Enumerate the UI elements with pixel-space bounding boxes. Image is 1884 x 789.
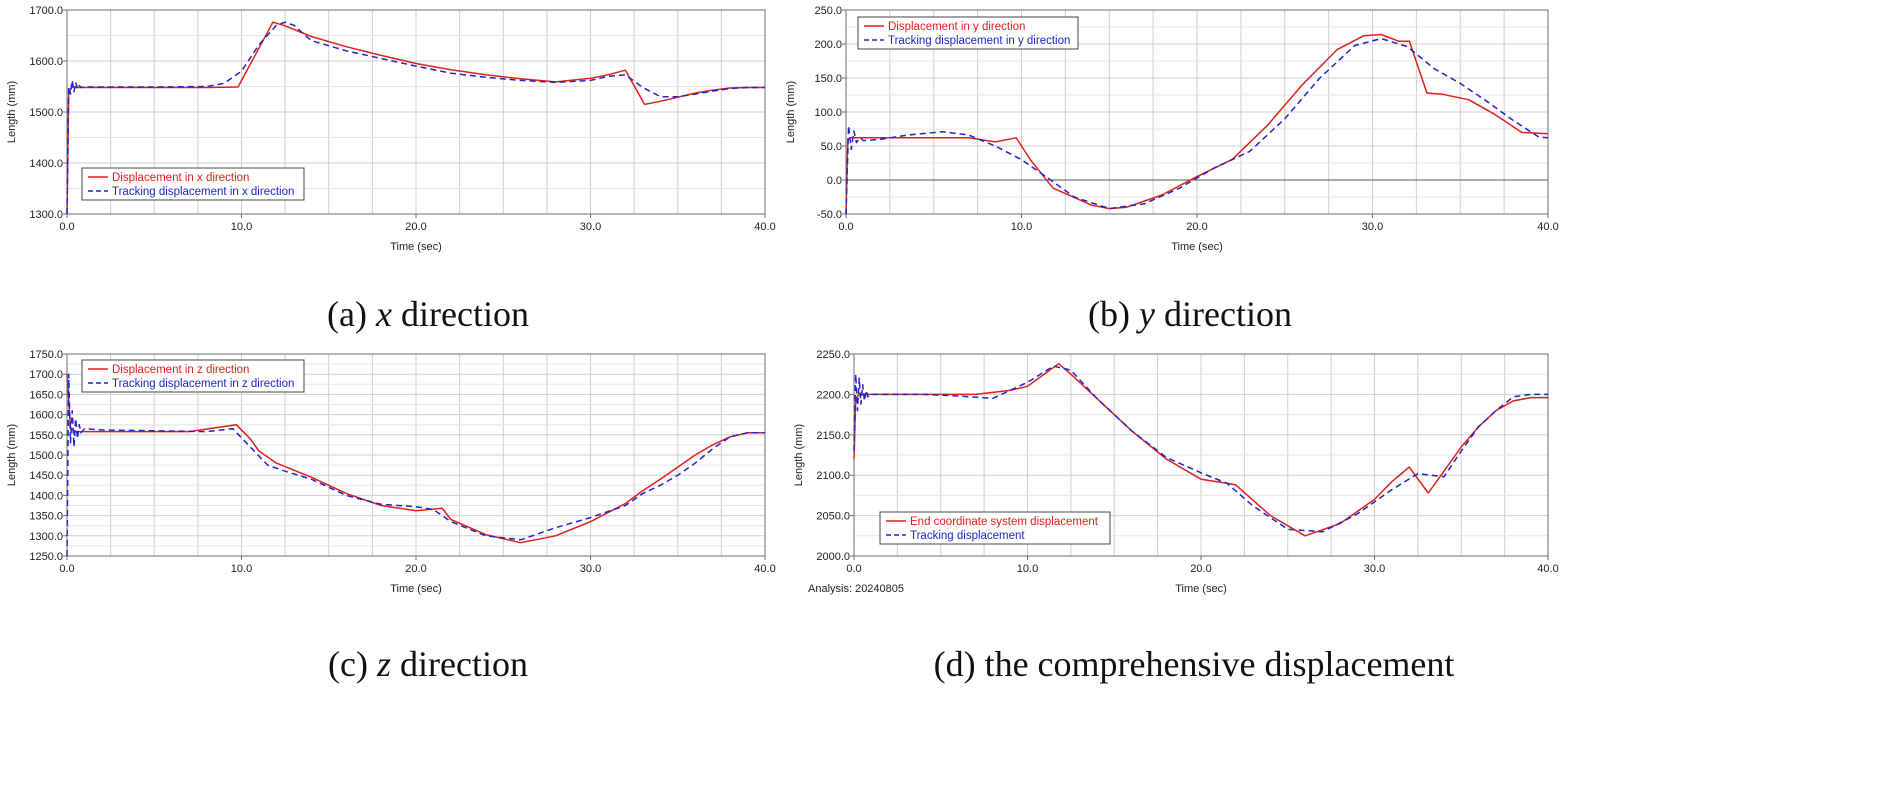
y-axis-label: Length (mm)	[793, 424, 805, 486]
x-tick-label: 40.0	[754, 221, 775, 233]
x-tick-label: 10.0	[231, 221, 252, 233]
legend-box	[81, 359, 305, 393]
legend-box	[857, 16, 1079, 50]
y-tick-label: 2250.0	[816, 349, 850, 361]
legend-entry: Displacement in x direction	[112, 172, 249, 184]
x-tick-label: 20.0	[405, 563, 426, 575]
caption-variable: x	[375, 294, 392, 334]
series-line-tracking	[66, 373, 765, 557]
analysis-note: Analysis: 20240805	[808, 583, 904, 595]
legend: Displacement in z direction Tracking disp…	[81, 359, 305, 393]
y-tick-label: 2050.0	[816, 511, 850, 523]
legend-entry: Tracking displacement in y direction	[888, 35, 1070, 47]
x-tick-label: 40.0	[1537, 221, 1558, 233]
y-tick-label: 2000.0	[816, 551, 850, 563]
chart-panel-d: 2000.0 2050.0 2100.0 2150.0 2200.0 2250.0 0.0 1…	[793, 349, 1559, 684]
x-tick-label: 10.0	[1017, 563, 1038, 575]
x-tick-label: 20.0	[1186, 221, 1207, 233]
y-tick-label: 50.0	[821, 141, 842, 153]
y-axis-label: Length (mm)	[785, 81, 797, 143]
x-tick-label: 0.0	[59, 221, 74, 233]
legend: End coordinate system displacement Tracki…	[879, 511, 1111, 545]
y-tick-label: 100.0	[814, 107, 842, 119]
x-tick-label: 30.0	[1364, 563, 1385, 575]
y-tick-label: 1450.0	[29, 470, 63, 482]
caption-prefix: (d)	[934, 644, 985, 684]
y-tick-label: 1550.0	[29, 430, 63, 442]
series-line-tracking	[845, 37, 1549, 215]
x-tick-label: 40.0	[1537, 563, 1558, 575]
y-tick-label: 1500.0	[29, 450, 63, 462]
x-tick-label: 0.0	[59, 563, 74, 575]
x-tick-label: 10.0	[1011, 221, 1032, 233]
y-tick-label: 2150.0	[816, 430, 850, 442]
x-tick-label: 10.0	[231, 563, 252, 575]
y-tick-label: 1750.0	[29, 349, 63, 361]
legend: Displacement in x direction Tracking disp…	[81, 167, 305, 201]
caption-suffix: direction	[392, 294, 529, 334]
y-tick-label: 2200.0	[816, 389, 850, 401]
panel-caption: (b) y direction	[1088, 294, 1292, 334]
x-tick-label: 30.0	[580, 221, 601, 233]
caption-suffix: the comprehensive displacement	[985, 644, 1455, 684]
y-tick-label: -50.0	[817, 209, 842, 221]
caption-prefix: (c)	[328, 644, 377, 684]
caption-variable: y	[1136, 294, 1155, 334]
x-tick-label: 20.0	[1190, 563, 1211, 575]
legend-entry: End coordinate system displacement	[910, 516, 1099, 528]
x-tick-label: 40.0	[754, 563, 775, 575]
legend: Displacement in y direction Tracking disp…	[857, 16, 1079, 50]
chart-panel-c: 1250.0 1300.0 1350.0 1400.0 1450.0 1500.0 1550…	[6, 349, 776, 684]
x-tick-label: 20.0	[405, 221, 426, 233]
y-tick-label: 1400.0	[29, 158, 63, 170]
y-tick-label: 1600.0	[29, 56, 63, 68]
x-tick-label: 0.0	[846, 563, 861, 575]
y-tick-label: 1700.0	[29, 5, 63, 17]
y-tick-label: 1600.0	[29, 410, 63, 422]
y-tick-label: 1300.0	[29, 209, 63, 221]
x-axis-label: Time (sec)	[390, 241, 442, 253]
y-tick-label: 1350.0	[29, 511, 63, 523]
x-axis-label: Time (sec)	[390, 583, 442, 595]
y-tick-label: 1400.0	[29, 490, 63, 502]
caption-prefix: (a)	[327, 294, 376, 334]
y-tick-label: 1250.0	[29, 551, 63, 563]
x-tick-label: 30.0	[580, 563, 601, 575]
y-tick-label: 250.0	[814, 5, 842, 17]
y-tick-label: 1700.0	[29, 369, 63, 381]
panel-caption: (a) x direction	[327, 294, 529, 334]
y-tick-label: 1650.0	[29, 389, 63, 401]
chart-panel-a: 1300.0 1400.0 1500.0 1600.0 1700.0 0.0 10.0 20.…	[6, 5, 776, 334]
x-tick-label: 0.0	[838, 221, 853, 233]
panel-caption: (c) z direction	[328, 644, 528, 684]
legend-entry: Displacement in z direction	[112, 364, 249, 376]
y-tick-label: 1500.0	[29, 107, 63, 119]
legend-entry: Displacement in y direction	[888, 21, 1025, 33]
x-axis-label: Time (sec)	[1175, 583, 1227, 595]
legend-box	[879, 511, 1111, 545]
legend-entry: Tracking displacement	[910, 530, 1025, 542]
y-tick-label: 1300.0	[29, 531, 63, 543]
caption-suffix: direction	[1155, 294, 1292, 334]
caption-suffix: direction	[391, 644, 528, 684]
caption-variable: z	[376, 644, 391, 684]
series-line-tracking	[66, 21, 765, 215]
legend-entry: Tracking displacement in x direction	[112, 186, 294, 198]
panel-caption: (d) the comprehensive displacement	[934, 644, 1455, 684]
y-axis-label: Length (mm)	[6, 81, 18, 143]
y-tick-label: 0.0	[827, 175, 842, 187]
y-tick-label: 200.0	[814, 39, 842, 51]
x-axis-label: Time (sec)	[1171, 241, 1223, 253]
series-line-tracking	[853, 365, 1548, 533]
y-tick-label: 2100.0	[816, 470, 850, 482]
y-axis-label: Length (mm)	[6, 424, 18, 486]
series-line-actual	[845, 33, 1549, 215]
legend-box	[81, 167, 305, 201]
caption-prefix: (b)	[1088, 294, 1139, 334]
x-tick-label: 30.0	[1362, 221, 1383, 233]
legend-entry: Tracking displacement in z direction	[112, 378, 294, 390]
y-tick-label: 150.0	[814, 73, 842, 85]
